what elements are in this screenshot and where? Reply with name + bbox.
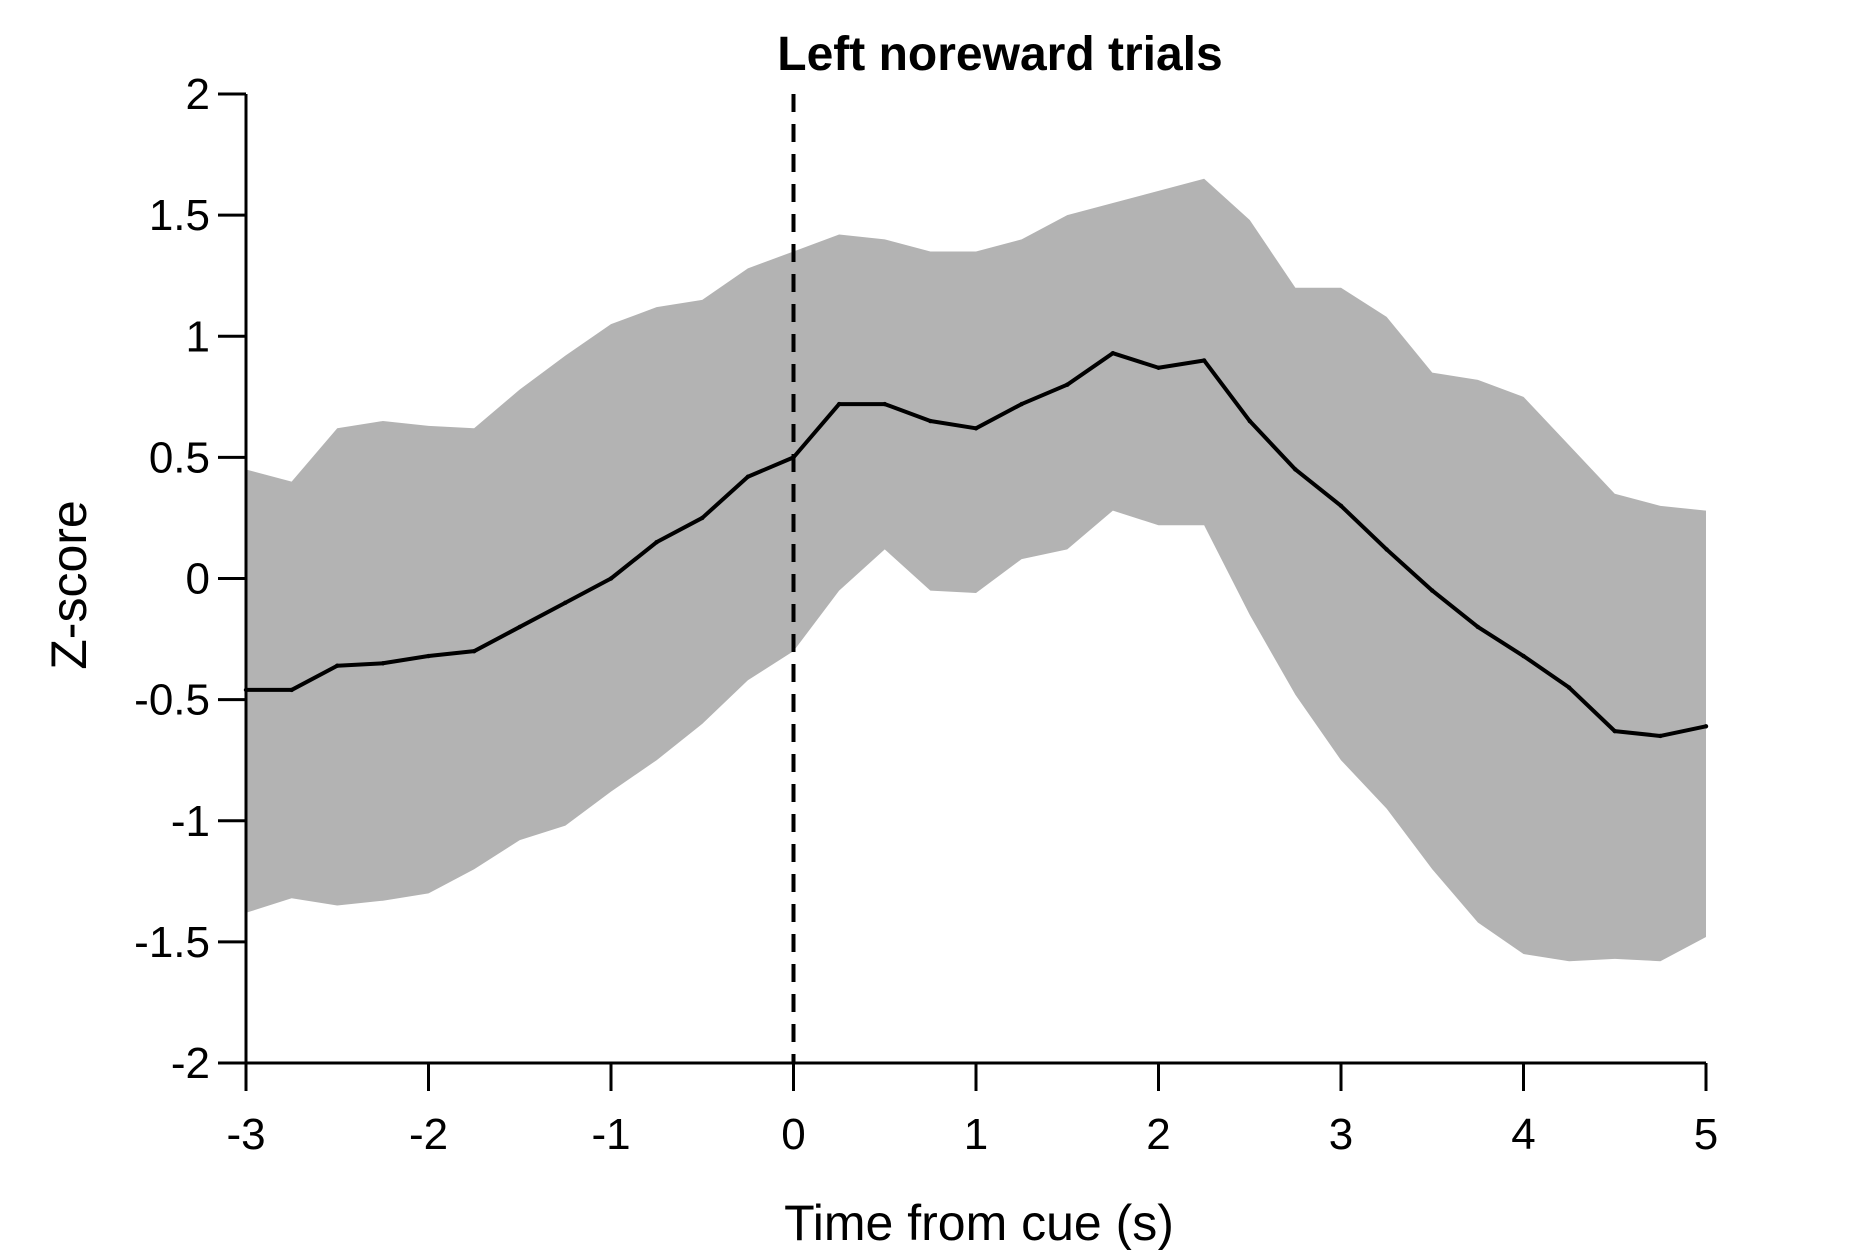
mean-line-layer (243, 351, 1709, 739)
mean-point (1566, 685, 1572, 690)
chart-title: Left noreward trials (777, 28, 1222, 81)
mean-point (836, 401, 842, 407)
mean-point (928, 418, 933, 424)
y-tick-label: 0 (186, 555, 210, 604)
mean-point (1065, 382, 1070, 387)
mean-point (1247, 418, 1252, 424)
mean-point (471, 648, 477, 654)
axes-layer: 2 1.5 1 0.5 0 -0.5 -1 -1.5 -2 -3 -2 -1 0 1 2 3 4 5 (134, 70, 1718, 1159)
mean-point (1019, 401, 1024, 407)
x-tick-label: 1 (964, 1110, 988, 1159)
error-band-layer (246, 178, 1706, 962)
y-tick-label: -1 (171, 797, 210, 846)
mean-point (563, 600, 568, 605)
x-tick-label: 3 (1329, 1110, 1353, 1159)
y-tick-label: 1.5 (149, 191, 210, 240)
mean-point (1658, 733, 1663, 739)
mean-point (1201, 358, 1207, 363)
x-tick-label: -2 (409, 1110, 448, 1159)
mean-point (1475, 624, 1481, 630)
y-tick-label: -0.5 (134, 676, 210, 725)
x-tick-label: 5 (1694, 1110, 1718, 1159)
mean-point (973, 426, 979, 431)
x-tick-label: -3 (226, 1110, 265, 1159)
x-tick-label: 0 (781, 1110, 805, 1159)
y-axis-label: Z-score (41, 500, 97, 669)
mean-point (1156, 365, 1161, 370)
mean-point (1430, 588, 1435, 593)
mean-point (1338, 503, 1344, 509)
mean-point (608, 576, 614, 581)
y-tick-label: 0.5 (149, 433, 210, 482)
mean-point (882, 401, 887, 407)
x-tick-label: 4 (1511, 1110, 1535, 1159)
mean-point (1293, 467, 1298, 472)
mean-point (745, 474, 751, 479)
mean-point (1612, 728, 1617, 734)
y-tick-label: 2 (186, 70, 210, 119)
mean-point (426, 653, 431, 659)
error-band (246, 178, 1706, 962)
mean-point (1384, 547, 1389, 552)
x-tick-label: 2 (1146, 1110, 1170, 1159)
y-tick-label: 1 (186, 312, 210, 361)
mean-point (791, 455, 796, 460)
y-tick-label: -1.5 (134, 918, 210, 967)
mean-point (700, 515, 705, 521)
mean-point (335, 663, 340, 668)
mean-point (654, 539, 659, 545)
x-tick-label: -1 (591, 1110, 630, 1159)
mean-point (289, 687, 294, 693)
x-axis-label: Time from cue (s) (784, 1195, 1174, 1250)
y-tick-label: -2 (171, 1039, 210, 1088)
mean-point (517, 624, 522, 630)
mean-point (1703, 724, 1709, 729)
mean-point (1110, 351, 1116, 356)
mean-point (1521, 653, 1526, 659)
mean-point (380, 661, 386, 666)
